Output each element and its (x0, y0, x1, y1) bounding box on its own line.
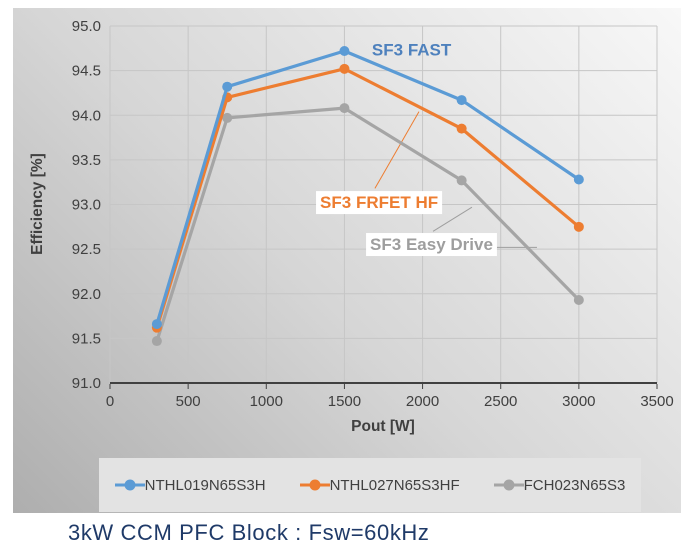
data-point-FCH023N65S3 (339, 103, 350, 114)
annotation-label-bg (316, 191, 443, 215)
annotation-label: SF3 Easy Drive (370, 235, 493, 254)
y-tick-label: 94.5 (72, 63, 101, 80)
legend-marker-icon (299, 479, 330, 491)
data-point-FCH023N65S3 (222, 112, 233, 123)
y-tick-label: 93.0 (72, 197, 101, 214)
data-point-NTHL027N65S3HF (339, 63, 350, 74)
annotations: SF3 FAST SF3 FRFET HF SF3 Easy Drive (316, 40, 497, 257)
x-axis-title: Pout [W] (351, 418, 415, 435)
x-tick-label: 1000 (250, 393, 283, 410)
y-tick-label: 93.5 (72, 152, 101, 169)
data-point-NTHL027N65S3HF (573, 221, 584, 232)
y-tick-label: 91.5 (72, 330, 101, 347)
data-point-FCH023N65S3 (573, 294, 584, 305)
y-tick-label: 95.0 (72, 18, 101, 35)
legend-item-NTHL027N65S3HF: NTHL027N65S3HF (299, 476, 460, 494)
legend-label: NTHL019N65S3H (144, 476, 266, 494)
x-tick-label: 3000 (562, 393, 595, 410)
efficiency-chart: 0 500 1000 1500 2000 2500 3000 3500 91.0 91.5 92.0… (29, 18, 674, 435)
x-tick-label: 3500 (640, 393, 673, 410)
legend-label: NTHL027N65S3HF (329, 476, 460, 494)
series (151, 45, 584, 347)
data-point-NTHL019N65S3H (222, 81, 233, 92)
legend-item-NTHL019N65S3H: NTHL019N65S3H (114, 476, 266, 494)
x-tick-label: 1500 (328, 393, 361, 410)
x-tick-label: 500 (176, 393, 201, 410)
data-point-NTHL027N65S3HF (456, 123, 467, 134)
annotation-label: SF3 FRFET HF (320, 193, 438, 212)
legend-marker-icon (114, 479, 145, 491)
y-tick-label: 92.0 (72, 286, 101, 303)
chart-panel: 0 500 1000 1500 2000 2500 3000 3500 91.0 91.5 92.0… (13, 8, 681, 513)
legend-marker-icon (493, 479, 524, 491)
axes: 0 500 1000 1500 2000 2500 3000 3500 91.0 91.5 92.0… (72, 18, 674, 410)
y-axis-title: Efficiency [%] (29, 153, 46, 255)
y-tick-label: 91.0 (72, 375, 101, 392)
leader-line (432, 206, 473, 232)
x-tick-label: 2500 (484, 393, 517, 410)
y-tick-label: 94.0 (72, 107, 101, 124)
data-point-NTHL019N65S3H (339, 45, 350, 56)
chart-render-root: 0 500 1000 1500 2000 2500 3000 3500 91.0 91.5 92.0… (72, 18, 674, 410)
data-point-NTHL019N65S3H (456, 95, 467, 106)
data-point-NTHL019N65S3H (151, 319, 162, 330)
chart-caption: 3kW CCM PFC Block : Fsw=60kHz (68, 520, 430, 545)
series-line-NTHL019N65S3H (155, 49, 581, 326)
data-point-FCH023N65S3 (151, 336, 162, 347)
data-point-NTHL019N65S3H (573, 174, 584, 185)
legend-item-FCH023N65S3: FCH023N65S3 (493, 476, 626, 494)
legend-label: FCH023N65S3 (523, 476, 626, 494)
data-point-FCH023N65S3 (456, 175, 467, 186)
leader-line (374, 111, 420, 189)
annotation-label-bg (366, 233, 497, 257)
x-tick-label: 2000 (406, 393, 439, 410)
chart-legend: NTHL019N65S3H NTHL027N65S3HF FCH023N65S3 (99, 458, 641, 512)
series-line-FCH023N65S3 (155, 106, 581, 343)
x-tick-label: 0 (106, 393, 114, 410)
y-tick-label: 92.5 (72, 241, 101, 258)
annotation-label: SF3 FAST (372, 40, 452, 59)
annotation-leaders (374, 111, 537, 248)
